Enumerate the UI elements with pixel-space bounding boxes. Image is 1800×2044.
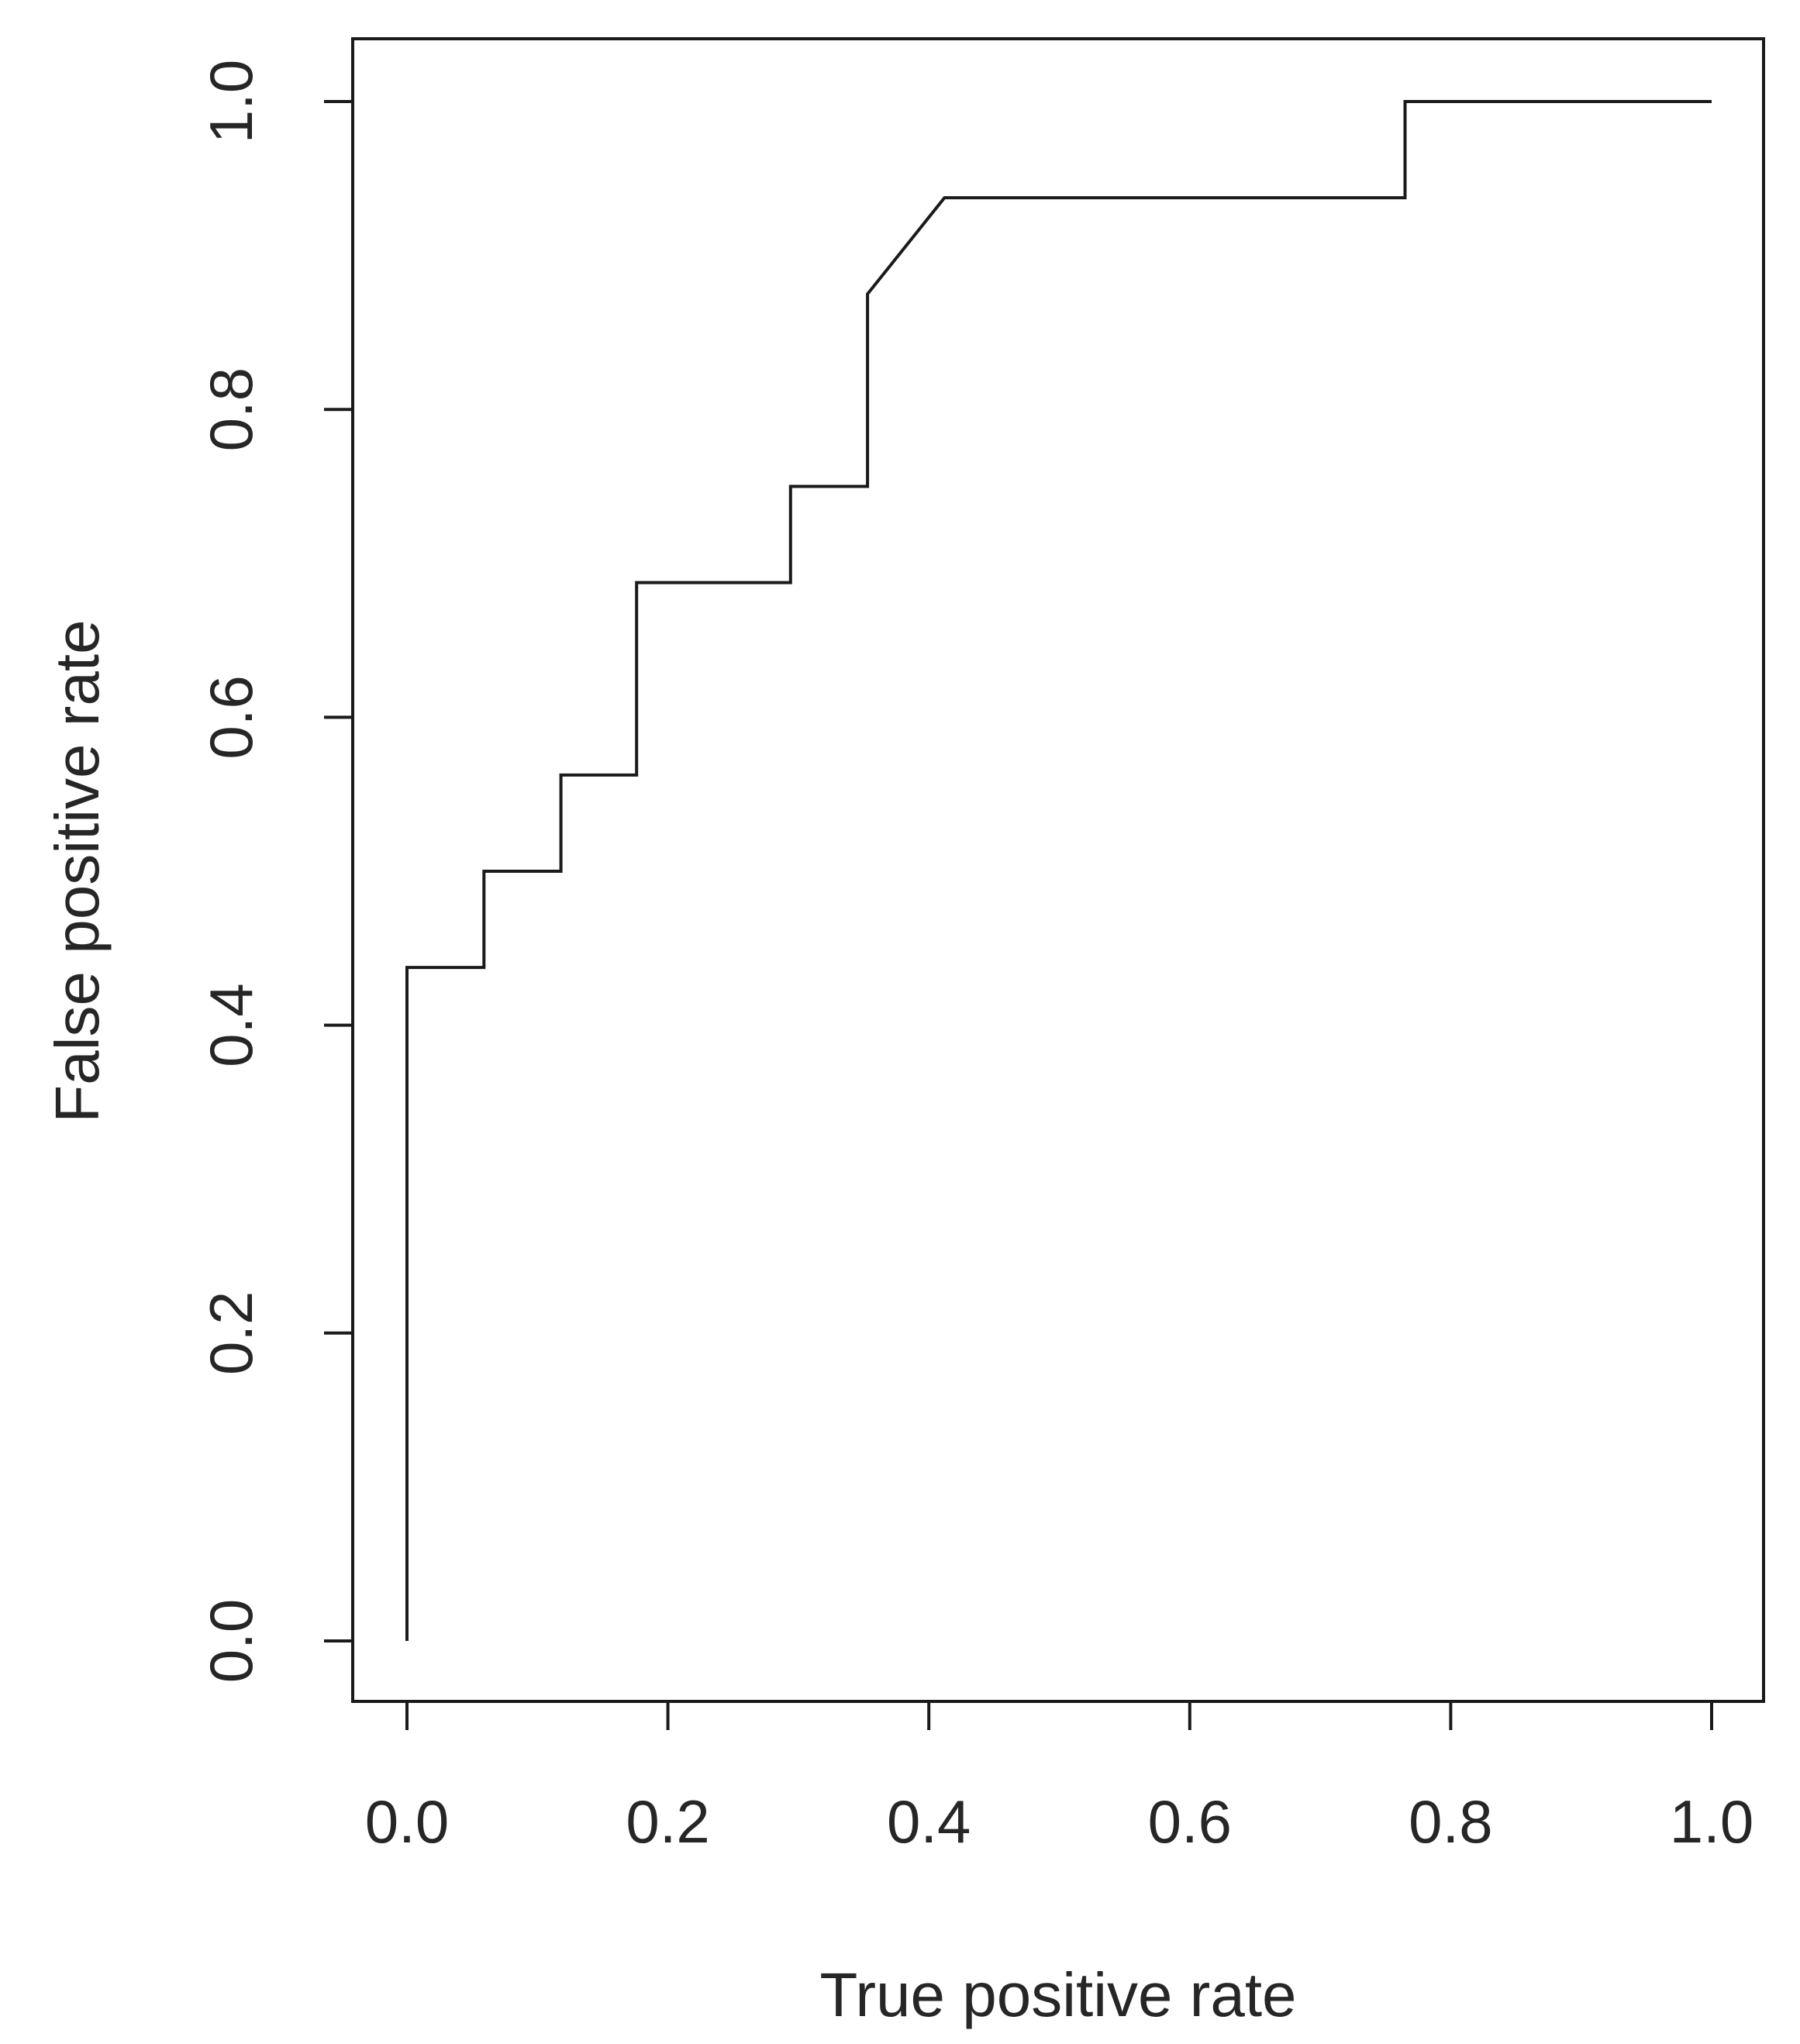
x-tick-label: 0.4 xyxy=(887,1787,971,1856)
y-tick-label: 0.8 xyxy=(197,367,265,451)
y-tick-label: 0.6 xyxy=(197,675,265,759)
plot-frame xyxy=(351,37,1765,1703)
y-tick-label: 0.4 xyxy=(197,983,265,1067)
x-axis-title: True positive rate xyxy=(819,1960,1296,2029)
x-tick-label: 0.2 xyxy=(626,1787,709,1856)
x-axis: 0.0 0.2 0.4 0.6 0.8 1.0 xyxy=(365,1700,1753,1856)
y-axis: 0.0 0.2 0.4 0.6 0.8 1.0 xyxy=(197,60,354,1683)
y-tick-label: 0.0 xyxy=(197,1599,265,1683)
x-tick-label: 0.0 xyxy=(365,1787,449,1856)
x-tick-label: 1.0 xyxy=(1670,1787,1753,1856)
y-axis-title: False positive rate xyxy=(43,619,112,1122)
series-layer xyxy=(405,100,1712,1641)
y-tick-label: 0.2 xyxy=(197,1291,265,1375)
x-tick-label: 0.8 xyxy=(1409,1787,1492,1856)
y-tick-label: 1.0 xyxy=(197,60,265,143)
x-tick-label: 0.6 xyxy=(1148,1787,1232,1856)
roc-curve-line xyxy=(405,100,1712,1641)
